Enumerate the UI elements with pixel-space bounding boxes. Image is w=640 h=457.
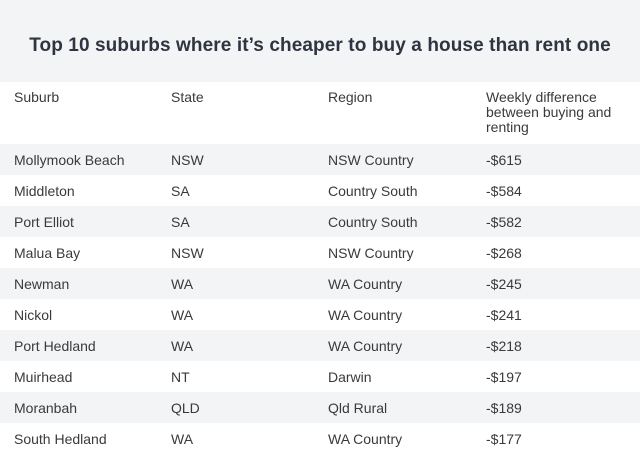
cell-region: WA Country xyxy=(314,330,472,361)
cell-weekly-difference: -$241 xyxy=(472,299,640,330)
cell-state: NSW xyxy=(157,237,314,268)
cell-state: WA xyxy=(157,330,314,361)
cell-suburb: South Hedland xyxy=(0,423,157,454)
column-header-region: Region xyxy=(314,82,472,144)
table-header: Suburb State Region Weekly difference be… xyxy=(0,82,640,144)
cell-region: NSW Country xyxy=(314,237,472,268)
cell-suburb: Port Elliot xyxy=(0,206,157,237)
cell-region: Country South xyxy=(314,206,472,237)
table-row: Port Hedland WA WA Country -$218 xyxy=(0,330,640,361)
cell-state: NSW xyxy=(157,144,314,175)
cell-region: Country South xyxy=(314,175,472,206)
cell-region: WA Country xyxy=(314,268,472,299)
cell-region: NSW Country xyxy=(314,144,472,175)
table-row: Muirhead NT Darwin -$197 xyxy=(0,361,640,392)
column-header-weekly-difference: Weekly difference between buying and ren… xyxy=(472,82,640,144)
cell-region: WA Country xyxy=(314,299,472,330)
table-row: Port Elliot SA Country South -$582 xyxy=(0,206,640,237)
cell-suburb: Port Hedland xyxy=(0,330,157,361)
cell-suburb: Moranbah xyxy=(0,392,157,423)
table-row: Moranbah QLD Qld Rural -$189 xyxy=(0,392,640,423)
cell-weekly-difference: -$177 xyxy=(472,423,640,454)
cell-suburb: Mollymook Beach xyxy=(0,144,157,175)
cell-weekly-difference: -$189 xyxy=(472,392,640,423)
cell-region: Darwin xyxy=(314,361,472,392)
cell-suburb: Muirhead xyxy=(0,361,157,392)
table-row: South Hedland WA WA Country -$177 xyxy=(0,423,640,454)
cell-suburb: Nickol xyxy=(0,299,157,330)
cell-weekly-difference: -$245 xyxy=(472,268,640,299)
title-bar: Top 10 suburbs where it’s cheaper to buy… xyxy=(0,0,640,82)
column-header-suburb: Suburb xyxy=(0,82,157,144)
cell-suburb: Malua Bay xyxy=(0,237,157,268)
suburbs-table: Suburb State Region Weekly difference be… xyxy=(0,82,640,454)
cell-state: QLD xyxy=(157,392,314,423)
table-body: Mollymook Beach NSW NSW Country -$615 Mi… xyxy=(0,144,640,454)
cell-weekly-difference: -$268 xyxy=(472,237,640,268)
cell-state: WA xyxy=(157,423,314,454)
cell-suburb: Newman xyxy=(0,268,157,299)
cell-state: SA xyxy=(157,206,314,237)
cell-weekly-difference: -$197 xyxy=(472,361,640,392)
cell-state: WA xyxy=(157,268,314,299)
cell-weekly-difference: -$584 xyxy=(472,175,640,206)
cell-state: WA xyxy=(157,299,314,330)
table-row: Mollymook Beach NSW NSW Country -$615 xyxy=(0,144,640,175)
table-title: Top 10 suburbs where it’s cheaper to buy… xyxy=(29,35,611,56)
table-row: Middleton SA Country South -$584 xyxy=(0,175,640,206)
cell-weekly-difference: -$582 xyxy=(472,206,640,237)
cell-suburb: Middleton xyxy=(0,175,157,206)
table-row: Malua Bay NSW NSW Country -$268 xyxy=(0,237,640,268)
cell-weekly-difference: -$218 xyxy=(472,330,640,361)
table-row: Newman WA WA Country -$245 xyxy=(0,268,640,299)
cell-region: WA Country xyxy=(314,423,472,454)
cell-region: Qld Rural xyxy=(314,392,472,423)
cell-state: SA xyxy=(157,175,314,206)
table-row: Nickol WA WA Country -$241 xyxy=(0,299,640,330)
column-header-state: State xyxy=(157,82,314,144)
cell-weekly-difference: -$615 xyxy=(472,144,640,175)
header-row: Suburb State Region Weekly difference be… xyxy=(0,82,640,144)
cell-state: NT xyxy=(157,361,314,392)
